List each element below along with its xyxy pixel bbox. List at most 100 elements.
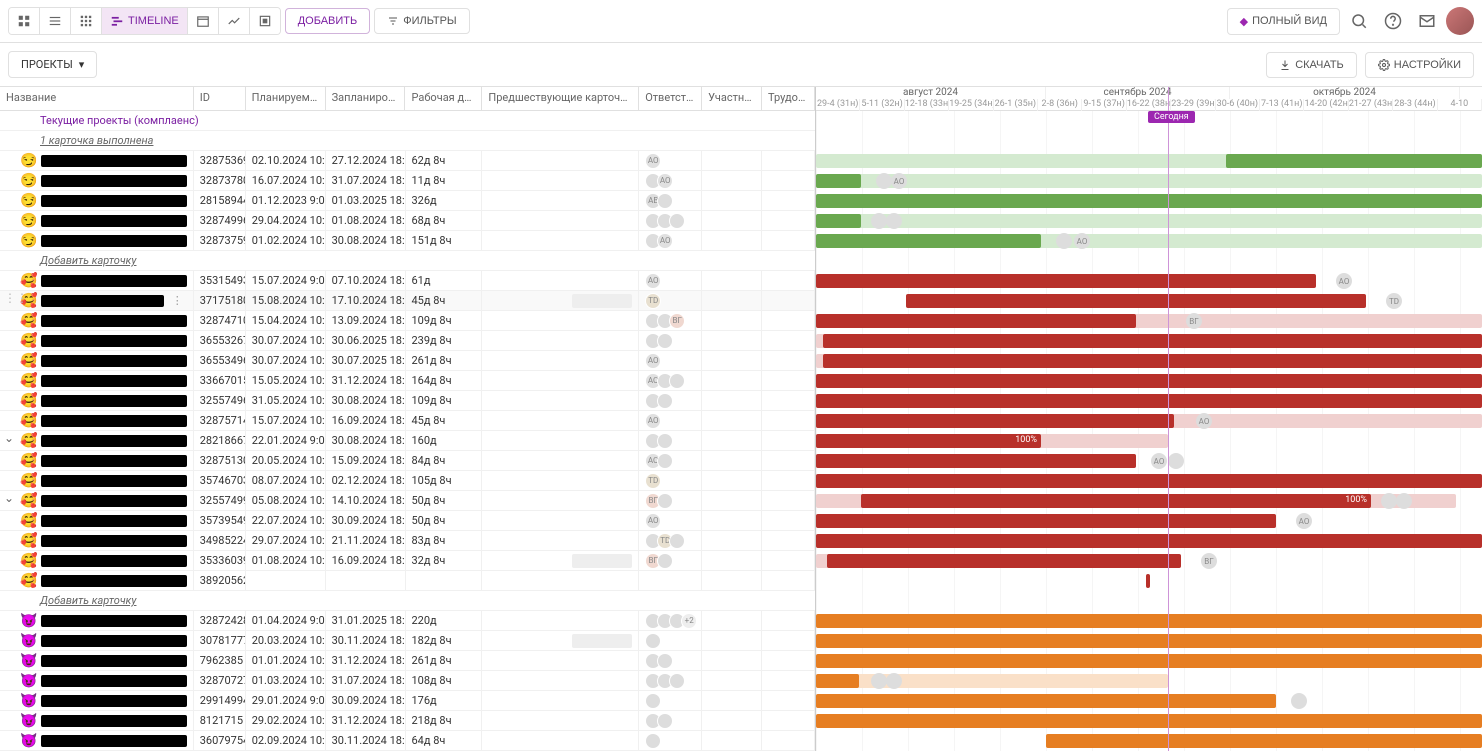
cell: 33667015 (194, 371, 246, 390)
gantt-bar[interactable] (816, 474, 1482, 488)
table-row[interactable]: 🥰3573954922.07.2024 10:0030.09.2024 18:0… (0, 511, 815, 531)
cell-pred (482, 231, 639, 250)
download-button[interactable]: СКАЧАТЬ (1266, 52, 1357, 78)
gantt-bar[interactable] (816, 534, 1482, 548)
table-row[interactable]: 😏2815894401.12.2023 9:0001.03.2025 18:00… (0, 191, 815, 211)
more-icon[interactable]: ⋮ (168, 294, 187, 307)
table-row[interactable]: 😈3287072701.03.2024 10:0031.07.2024 18:0… (0, 671, 815, 691)
table-row[interactable]: 🥰3498522429.07.2024 10:0021.11.2024 18:0… (0, 531, 815, 551)
gantt-bar[interactable]: 100% (816, 434, 1041, 448)
col-end[interactable]: Запланирован... (326, 87, 406, 110)
view-pivot[interactable] (250, 8, 280, 34)
filters-button[interactable]: ФИЛЬТРЫ (374, 8, 469, 34)
gantt-bar[interactable] (816, 654, 1482, 668)
gantt-bar[interactable] (816, 514, 1276, 528)
gantt-bar[interactable] (827, 554, 1181, 568)
group-title[interactable]: Текущие проекты (комплаенс) (0, 111, 815, 131)
cell-pred (482, 371, 639, 390)
col-name[interactable]: Название (0, 87, 194, 110)
projects-dropdown[interactable]: ПРОЕКТЫ▾ (8, 51, 97, 78)
cell: 35746703 (194, 471, 246, 490)
expand-icon[interactable]: ⌄ (4, 431, 14, 445)
gantt-bar[interactable] (816, 694, 1276, 708)
expand-icon[interactable]: ⌄ (4, 491, 14, 505)
table-row[interactable]: 🥰2821866722.01.2024 9:0030.08.2024 18:00… (0, 431, 815, 451)
gantt-bar[interactable] (816, 634, 1482, 648)
gantt-bar[interactable] (816, 314, 1136, 328)
table-row[interactable]: 🥰3531549315.07.2024 9:0007.10.2024 18:00… (0, 271, 815, 291)
mail-icon[interactable] (1412, 6, 1442, 36)
cell: 07.10.2024 18:00 (326, 271, 406, 290)
search-icon[interactable] (1344, 6, 1374, 36)
table-row[interactable]: 🥰3574670308.07.2024 10:0002.12.2024 18:0… (0, 471, 815, 491)
table-row[interactable]: 🥰⋮3717518015.08.2024 10:0017.10.2024 18:… (0, 291, 815, 311)
view-grid[interactable] (71, 8, 102, 34)
table-row[interactable]: 🥰3255749631.05.2024 10:0030.08.2024 18:0… (0, 391, 815, 411)
row-emoji: 🥰 (20, 373, 37, 389)
gantt-bar[interactable] (823, 334, 1482, 348)
col-id[interactable]: ID (194, 87, 246, 110)
table-row[interactable]: 😏3287499629.04.2024 10:0001.08.2024 18:0… (0, 211, 815, 231)
add-button[interactable]: ДОБАВИТЬ (285, 8, 371, 34)
gantt-bar[interactable] (816, 674, 859, 688)
col-start[interactable]: Планируемое н... (246, 87, 326, 110)
table-row[interactable]: 🥰3655326730.07.2024 10:0030.06.2025 18:0… (0, 331, 815, 351)
col-effort[interactable]: Трудозатр... (762, 87, 815, 110)
view-board[interactable] (9, 8, 40, 34)
gantt-bar[interactable] (816, 194, 1482, 208)
col-responsible[interactable]: Ответствен... (639, 87, 702, 110)
gantt-bar[interactable] (816, 374, 1482, 388)
table-row[interactable]: 🥰3255749905.08.2024 10:0014.10.2024 18:0… (0, 491, 815, 511)
table-row[interactable]: 🥰3366701515.05.2024 10:0031.12.2024 18:0… (0, 371, 815, 391)
table-row[interactable]: 🥰3287471015.04.2024 10:0013.09.2024 18:0… (0, 311, 815, 331)
table-row[interactable]: 🥰3287571415.07.2024 10:0016.09.2024 18:0… (0, 411, 815, 431)
gantt-bar[interactable] (816, 454, 1136, 468)
gantt-bar[interactable] (816, 414, 1174, 428)
table-row[interactable]: 🥰3533603901.08.2024 10:0016.09.2024 18:0… (0, 551, 815, 571)
gantt-bar[interactable] (1226, 154, 1482, 168)
table-row[interactable]: 🥰3287513020.05.2024 10:0015.09.2024 18:0… (0, 451, 815, 471)
gantt-bar[interactable] (816, 394, 1482, 408)
add-card-link[interactable]: Добавить карточку (0, 591, 815, 611)
row-emoji: 🥰 (20, 513, 37, 529)
col-duration[interactable]: Рабочая длите... (405, 87, 482, 110)
add-card-link[interactable]: Добавить карточку (0, 251, 815, 271)
table-row[interactable]: 😈812171529.02.2024 10:0031.12.2024 18:00… (0, 711, 815, 731)
fullview-button[interactable]: ◆ПОЛНЫЙ ВИД (1227, 8, 1340, 35)
user-avatar[interactable] (1446, 7, 1474, 35)
table-row[interactable]: 😈3078177720.03.2024 10:0030.11.2024 18:0… (0, 631, 815, 651)
table-row[interactable]: 😈2991499429.01.2024 9:0030.09.2024 18:00… (0, 691, 815, 711)
week-label: 12-18 (33н) (905, 99, 949, 111)
table-row[interactable]: 😏3287536902.10.2024 10:0027.12.2024 18:0… (0, 151, 815, 171)
table-row[interactable]: 🥰38920562 (0, 571, 815, 591)
gantt-bar[interactable] (816, 234, 1041, 248)
view-calendar[interactable] (188, 8, 219, 34)
view-list[interactable] (40, 8, 71, 34)
gantt-bar[interactable] (906, 294, 1366, 308)
gantt-bar[interactable] (1046, 734, 1482, 748)
gantt-bar[interactable] (816, 274, 1316, 288)
table-row[interactable]: 😈796238501.01.2024 10:0031.12.2024 18:00… (0, 651, 815, 671)
table-row[interactable]: 😏3287375901.02.2024 10:0030.08.2024 18:0… (0, 231, 815, 251)
col-predecessors[interactable]: Предшествующие карточки (482, 87, 639, 110)
gantt-bar[interactable] (823, 354, 1482, 368)
table-row[interactable]: 😈3287242801.04.2024 9:0031.01.2025 18:00… (0, 611, 815, 631)
view-chart[interactable] (219, 8, 250, 34)
gantt-bar[interactable] (816, 214, 861, 228)
table-row[interactable]: 😏3287378016.07.2024 10:0031.07.2024 18:0… (0, 171, 815, 191)
subgroup-completed[interactable]: 1 карточка выполнена (0, 131, 815, 151)
view-timeline[interactable]: TIMELINE (102, 8, 188, 34)
drag-handle[interactable]: ⋮⋮ (4, 291, 28, 305)
table-row[interactable]: 🥰3655349630.07.2024 10:0030.07.2025 18:0… (0, 351, 815, 371)
cell: 50д 8ч (406, 511, 483, 530)
help-icon[interactable] (1378, 6, 1408, 36)
gantt-bar[interactable] (816, 174, 861, 188)
settings-button[interactable]: НАСТРОЙКИ (1365, 52, 1474, 78)
avatar (657, 493, 673, 509)
task-name-redacted (41, 435, 186, 447)
gantt-bar[interactable] (816, 614, 1482, 628)
gantt-bar[interactable]: 100% (861, 494, 1371, 508)
table-row[interactable]: 😈3607975402.09.2024 10:0030.11.2024 18:0… (0, 731, 815, 751)
col-participants[interactable]: Участники (702, 87, 762, 110)
gantt-bar[interactable] (816, 714, 1482, 728)
